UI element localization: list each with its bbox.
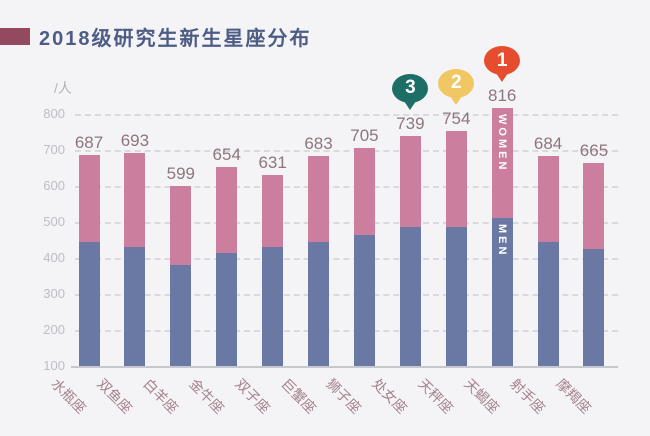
bar-金牛座: 654 金牛座	[186, 145, 241, 416]
bar-segment-women	[399, 135, 421, 228]
gridline-500	[75, 222, 618, 224]
bar-巨蟹座: 683 巨蟹座	[278, 135, 333, 417]
bar-value-label: 599	[166, 164, 195, 184]
bar-value-label: 684	[533, 133, 563, 153]
gridline-700	[75, 150, 618, 152]
x-axis-label-天蝎座: 天蝎座	[461, 375, 503, 417]
bar-value-label: 739	[396, 113, 425, 133]
bar-水瓶座: 687 水瓶座	[48, 133, 103, 416]
bar-segment-men	[537, 241, 559, 366]
y-axis-tick-label: 600	[43, 178, 65, 193]
bar-处女座: 739 3 处女座	[370, 73, 429, 416]
rank-badge-number: 1	[484, 46, 521, 76]
bar-segment-women	[170, 186, 192, 266]
x-axis-line	[71, 366, 618, 368]
bar-segment-women	[78, 154, 100, 242]
rank-badge-number: 2	[438, 68, 475, 98]
bar-segment-men	[262, 247, 284, 366]
x-axis-label-白羊座: 白羊座	[140, 375, 182, 417]
gridline-600	[75, 186, 618, 188]
bar-segment-women	[583, 162, 605, 249]
bar-value-label: 665	[579, 140, 609, 160]
bar-value-label: 687	[74, 132, 104, 152]
y-axis-tick-label: 200	[43, 322, 65, 337]
gridline-300	[75, 294, 618, 296]
bar-segment-men	[170, 265, 192, 366]
bar-segment-women	[262, 174, 284, 248]
y-axis-tick-label: 400	[43, 250, 65, 265]
women-segment-label: WOMEN	[496, 114, 509, 173]
men-segment-label: MEN	[496, 224, 509, 258]
gridline-200	[75, 330, 618, 332]
rank-badge-tail	[450, 95, 463, 105]
bar-segment-men	[445, 227, 467, 366]
bar-segment-women	[308, 156, 330, 242]
x-axis-label-双鱼座: 双鱼座	[94, 375, 136, 417]
bar-狮子座: 705 狮子座	[324, 127, 379, 417]
title-marker	[0, 28, 30, 45]
bar-segment-women	[216, 166, 238, 253]
x-axis-label-水瓶座: 水瓶座	[48, 375, 90, 417]
plot-area: 800 700 600 500 400 300 200 100 687 水瓶座 693 双鱼座 599 白…	[43, 46, 618, 417]
bar-segment-men: MEN	[491, 218, 513, 366]
bar-segment-women	[537, 155, 559, 242]
y-axis-tick-label: 100	[43, 358, 65, 373]
bar-segment-men	[399, 227, 421, 366]
rank-badge-tail	[496, 73, 509, 83]
bar-segment-women	[124, 152, 146, 248]
page-title: 2018级研究生新生星座分布	[39, 28, 312, 50]
bar-摩羯座: 665 摩羯座	[553, 141, 608, 416]
gridline-400	[75, 258, 618, 260]
bar-segment-men	[353, 234, 375, 366]
rank-badge-3: 3	[391, 73, 429, 110]
bar-segment-men	[124, 247, 146, 366]
rank-badge-tail	[404, 100, 417, 110]
bar-value-label: 816	[487, 86, 517, 106]
bar-value-label: 693	[120, 130, 150, 150]
bar-value-label: 631	[258, 152, 287, 172]
gridline-800	[75, 114, 618, 116]
chart-header: 2018级研究生新生星座分布	[0, 22, 312, 51]
bar-value-label: 705	[350, 126, 379, 146]
bar-segment-women	[445, 130, 467, 228]
bar-value-label: 654	[212, 144, 241, 164]
bar-segment-men	[308, 241, 330, 366]
y-axis-tick-label: 700	[43, 142, 65, 157]
bar-双子座: 631 双子座	[232, 153, 287, 416]
bar-segment-men	[583, 249, 605, 366]
bar-segment-women	[353, 148, 375, 235]
bar-双鱼座: 693 双鱼座	[94, 131, 149, 416]
bar-白羊座: 599 白羊座	[140, 165, 195, 417]
rank-badge-number: 3	[392, 73, 429, 103]
x-axis-label-天秤座: 天秤座	[415, 375, 457, 417]
bar-天秤座: 754 2 天秤座	[416, 68, 475, 416]
x-axis-label-狮子座: 狮子座	[323, 375, 365, 417]
x-axis-label-巨蟹座: 巨蟹座	[277, 375, 319, 417]
bar-value-label: 754	[442, 108, 471, 128]
y-axis-tick-label: 300	[43, 286, 65, 301]
x-axis-label-双子座: 双子座	[231, 375, 273, 417]
bar-天蝎座: WOMEN MEN 816 1 天蝎座	[461, 46, 521, 416]
bar-value-label: 683	[304, 134, 333, 154]
y-axis-tick-label: 800	[43, 106, 65, 121]
rank-badge-1: 1	[483, 46, 521, 83]
x-axis-label-摩羯座: 摩羯座	[553, 375, 595, 417]
bar-segment-men	[78, 241, 100, 366]
y-axis-unit-label: /人	[54, 80, 72, 96]
x-axis-label-射手座: 射手座	[507, 375, 549, 417]
x-axis-label-金牛座: 金牛座	[185, 375, 228, 417]
bar-segment-women: WOMEN	[491, 108, 513, 219]
rank-badge-2: 2	[437, 68, 475, 105]
bar-射手座: 684 射手座	[507, 134, 562, 416]
bar-segment-men	[216, 252, 238, 366]
y-axis-tick-label: 500	[43, 214, 65, 229]
x-axis-label-处女座: 处女座	[369, 375, 411, 417]
